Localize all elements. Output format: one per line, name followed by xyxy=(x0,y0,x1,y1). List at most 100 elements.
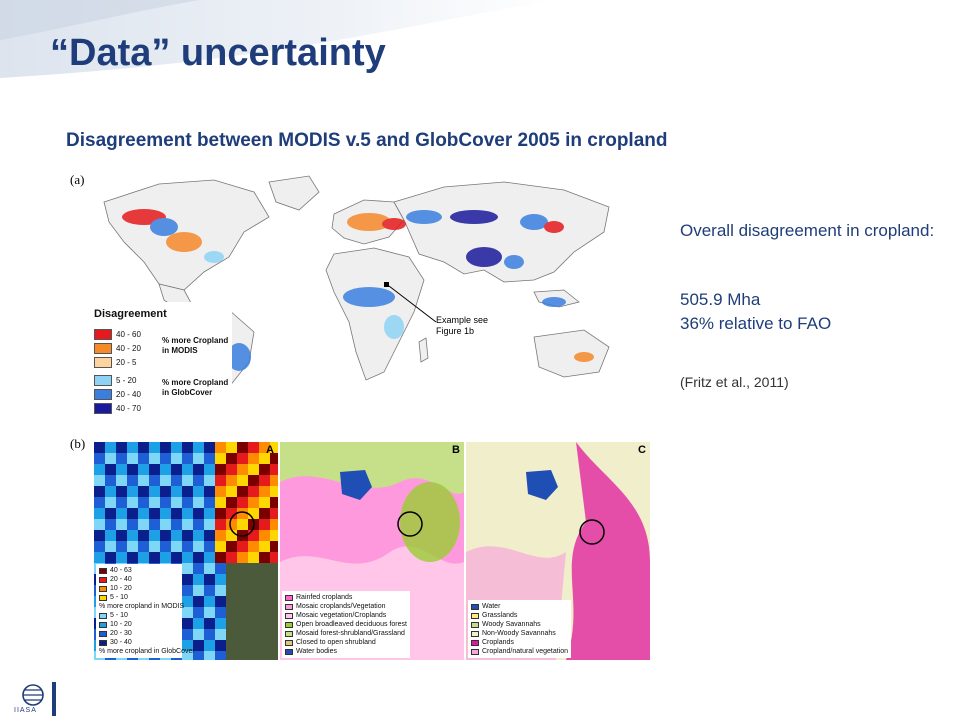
legend-row: 40 - 20 xyxy=(94,342,148,354)
legend-row: 40 - 70 xyxy=(94,402,148,414)
note-modis: % more cropland in MODIS xyxy=(99,603,185,610)
sublegend-item: Grasslands xyxy=(471,611,568,620)
raster-cell xyxy=(226,519,237,530)
raster-cell xyxy=(160,475,171,486)
raster-cell xyxy=(138,541,149,552)
raster-cell xyxy=(204,607,215,618)
raster-cell xyxy=(193,574,204,585)
raster-cell xyxy=(171,442,182,453)
sublegend-swatch xyxy=(285,612,293,619)
sublegend-item: Croplands xyxy=(471,638,568,647)
raster-cell xyxy=(193,596,204,607)
raster-cell xyxy=(204,519,215,530)
legend-row: 20 - 40 xyxy=(94,388,148,400)
raster-cell xyxy=(138,508,149,519)
raster-cell xyxy=(270,497,278,508)
raster-cell xyxy=(171,497,182,508)
raster-cell xyxy=(149,497,160,508)
raster-cell xyxy=(193,541,204,552)
sublegend-item: Water bodies xyxy=(285,647,407,656)
sublegend-label: 10 - 20 xyxy=(110,621,132,628)
raster-cell xyxy=(182,585,193,596)
raster-cell xyxy=(94,497,105,508)
raster-cell xyxy=(105,453,116,464)
sublegend-item: 30 - 40 xyxy=(99,638,179,647)
raster-cell xyxy=(270,574,278,585)
raster-cell xyxy=(270,596,278,607)
raster-cell xyxy=(270,607,278,618)
raster-cell xyxy=(138,519,149,530)
raster-cell xyxy=(193,475,204,486)
raster-cell xyxy=(226,453,237,464)
legend-row: 40 - 60 xyxy=(94,328,148,340)
raster-cell xyxy=(105,552,116,563)
raster-cell xyxy=(204,464,215,475)
sublegend-swatch xyxy=(285,630,293,637)
raster-cell xyxy=(182,607,193,618)
raster-cell xyxy=(160,442,171,453)
legend-swatch xyxy=(94,402,112,414)
raster-cell xyxy=(237,607,248,618)
raster-cell xyxy=(204,585,215,596)
raster-cell xyxy=(127,475,138,486)
raster-cell xyxy=(215,607,226,618)
raster-cell xyxy=(193,585,204,596)
raster-cell xyxy=(193,607,204,618)
sublegend-label: Mosaic croplands/Vegetation xyxy=(296,603,386,610)
raster-cell xyxy=(160,497,171,508)
raster-cell xyxy=(105,464,116,475)
subpanel-c-legend: Water Grasslands Woody Savannahs Non-Woody … xyxy=(468,600,572,658)
raster-cell xyxy=(237,596,248,607)
sublegend-item: Rainfed croplands xyxy=(285,593,407,602)
raster-cell xyxy=(160,530,171,541)
raster-cell xyxy=(237,475,248,486)
raster-cell xyxy=(116,442,127,453)
raster-cell xyxy=(226,464,237,475)
sublegend-label: Grasslands xyxy=(482,612,518,619)
subpanel-b-legend: Rainfed croplands Mosaic croplands/Vegeta… xyxy=(282,591,410,658)
raster-cell xyxy=(193,640,204,651)
sublegend-label: Mosaid forest-shrubland/Grassland xyxy=(296,630,405,637)
sublegend-item: Cropland/natural vegetation xyxy=(471,647,568,656)
raster-cell xyxy=(138,530,149,541)
raster-cell xyxy=(160,541,171,552)
raster-cell xyxy=(215,541,226,552)
raster-cell xyxy=(215,453,226,464)
legend-range: 20 - 40 xyxy=(116,389,141,399)
raster-cell xyxy=(182,629,193,640)
raster-cell xyxy=(237,552,248,563)
raster-cell xyxy=(270,442,278,453)
raster-cell xyxy=(248,618,259,629)
sublegend-label: Open broadleaved deciduous forest xyxy=(296,621,407,628)
raster-cell xyxy=(171,486,182,497)
sublegend-item: 10 - 20 xyxy=(99,620,179,629)
raster-cell xyxy=(160,464,171,475)
sublegend-item: Open broadleaved deciduous forest xyxy=(285,620,407,629)
raster-cell xyxy=(248,541,259,552)
sublegend-label: 20 - 30 xyxy=(110,630,132,637)
raster-cell xyxy=(193,508,204,519)
panel-a-label: (a) xyxy=(70,172,85,187)
raster-cell xyxy=(127,453,138,464)
raster-cell xyxy=(138,497,149,508)
raster-cell xyxy=(105,442,116,453)
raster-cell xyxy=(259,574,270,585)
raster-cell xyxy=(193,651,204,660)
raster-cell xyxy=(182,508,193,519)
sublegend-swatch xyxy=(471,639,479,646)
sublegend-label: Closed to open shrubland xyxy=(296,639,376,646)
subpanel-c-letter: C xyxy=(638,444,646,456)
raster-cell xyxy=(270,552,278,563)
panel-a-legend: Disagreement 40 - 60 40 - 20 20 - 5 5 - 20 2… xyxy=(82,302,232,422)
raster-cell xyxy=(248,607,259,618)
raster-cell xyxy=(215,618,226,629)
sublegend-swatch xyxy=(99,630,107,637)
raster-cell xyxy=(215,508,226,519)
sublegend-item: Mosaic vegetation/Croplands xyxy=(285,611,407,620)
raster-cell xyxy=(204,530,215,541)
subpanel-a-letter: A xyxy=(266,444,274,456)
subpanel-c: C Water Grasslands Woody Savannahs Non-Wood… xyxy=(466,442,650,660)
raster-cell xyxy=(248,475,259,486)
raster-cell xyxy=(182,563,193,574)
sublegend-swatch xyxy=(99,594,107,601)
